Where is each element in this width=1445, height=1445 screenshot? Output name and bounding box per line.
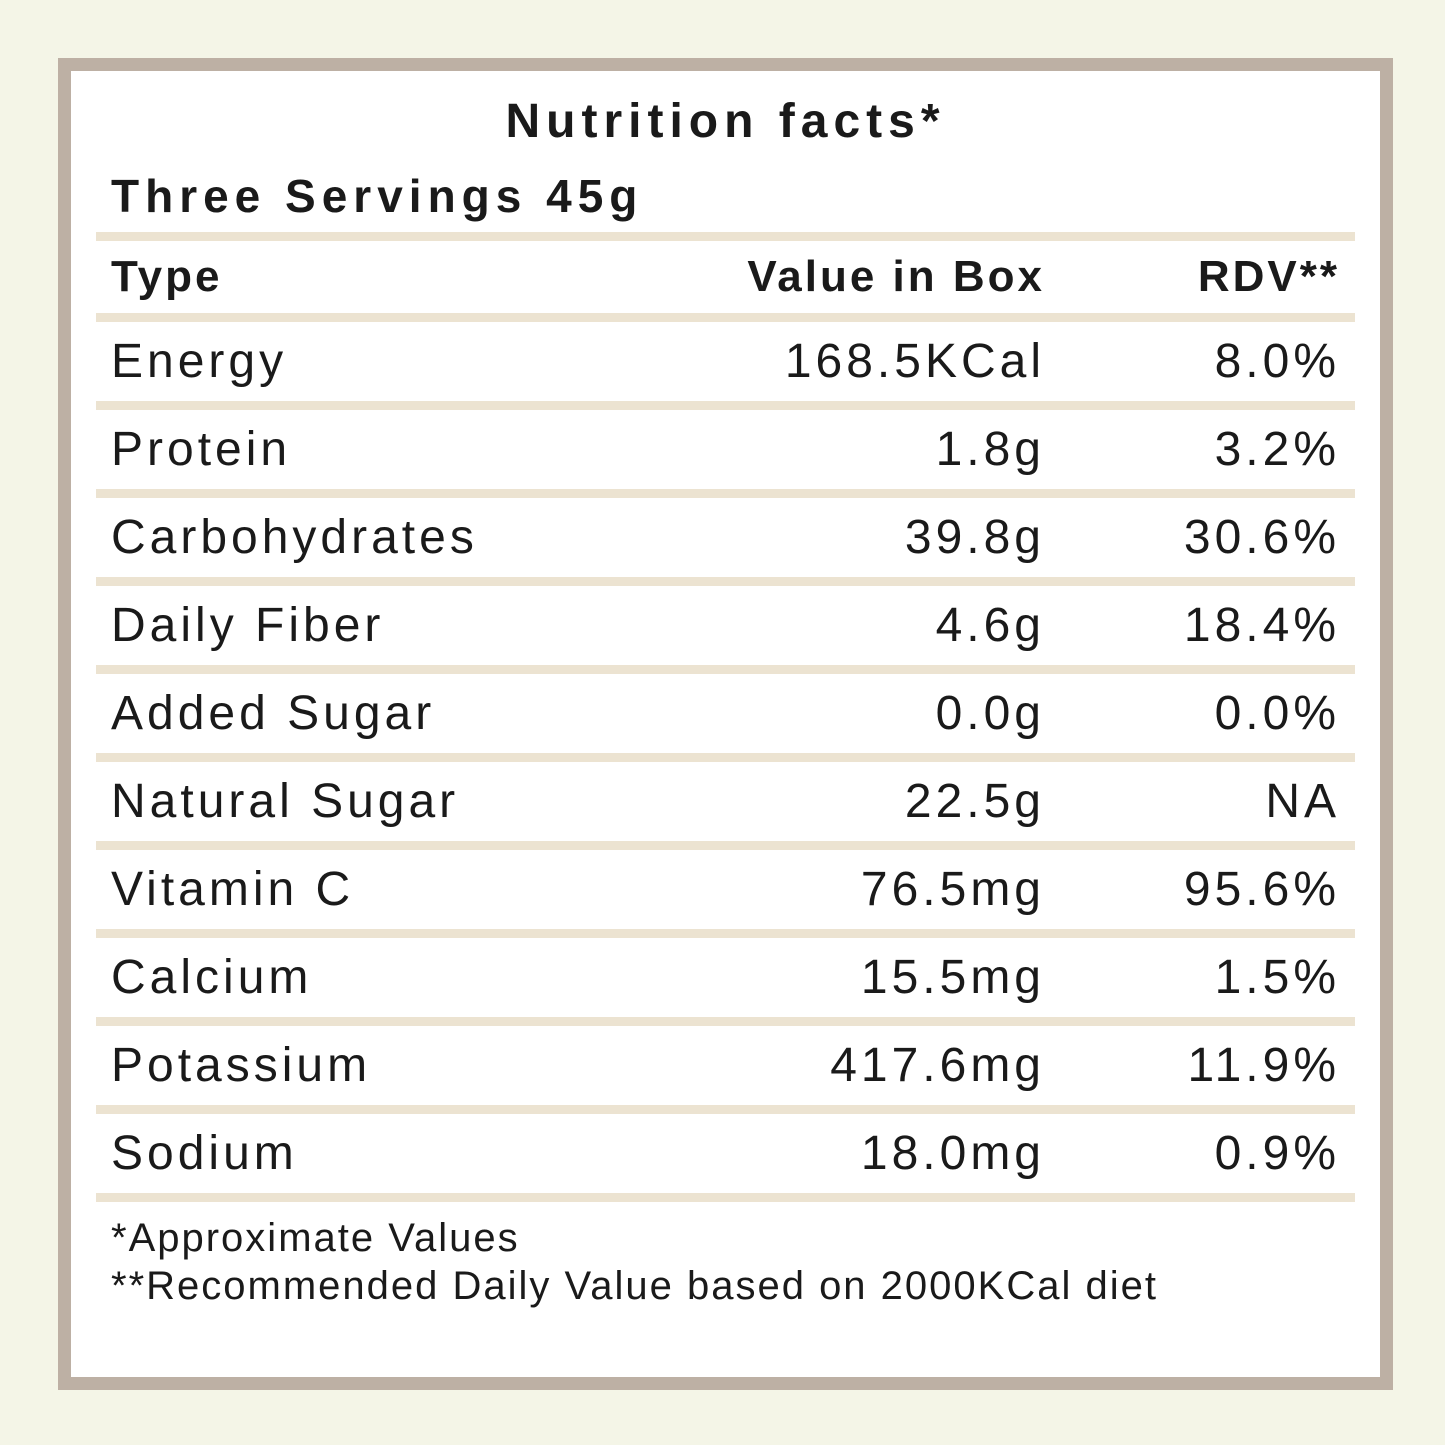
row-type-cell: Energy [111, 335, 288, 388]
table-row: Energy 168.5KCal 8.0% [96, 322, 1355, 401]
label-title: Nutrition facts* [505, 95, 946, 148]
row-value-cell: 39.8g [904, 511, 1045, 564]
table-row: Calcium 15.5mg 1.5% [96, 938, 1355, 1017]
row-value-cell: 18.0mg [860, 1127, 1045, 1180]
divider [96, 753, 1355, 762]
table-row: Protein 1.8g 3.2% [96, 410, 1355, 489]
row-value-cell: 1.8g [935, 423, 1045, 476]
divider [96, 1193, 1355, 1202]
footnote-rdv: **Recommended Daily Value based on 2000K… [111, 1264, 1158, 1308]
row-rdv-cell: 0.9% [1214, 1127, 1340, 1180]
row-rdv-cell: 11.9% [1187, 1039, 1340, 1092]
table-row: Potassium 417.6mg 11.9% [96, 1026, 1355, 1105]
table-row: Natural Sugar 22.5g NA [96, 762, 1355, 841]
divider [96, 401, 1355, 410]
column-header-value: Value in Box [747, 252, 1045, 301]
row-type-cell: Daily Fiber [111, 599, 385, 652]
row-value-cell: 0.0g [935, 687, 1045, 740]
row-type-cell: Carbohydrates [111, 511, 478, 564]
serving-size: Three Servings 45g [111, 170, 644, 222]
footnotes: *Approximate Values **Recommended Daily … [96, 1214, 1355, 1310]
nutrition-facts-card: Nutrition facts* Three Servings 45g Type… [58, 58, 1393, 1390]
row-rdv-cell: 30.6% [1183, 511, 1340, 564]
row-rdv-cell: 0.0% [1214, 687, 1340, 740]
row-value-cell: 15.5mg [860, 951, 1045, 1004]
row-rdv-cell: 18.4% [1183, 599, 1340, 652]
row-value-cell: 417.6mg [830, 1039, 1045, 1092]
row-value-cell: 22.5g [904, 775, 1045, 828]
row-value-cell: 4.6g [935, 599, 1045, 652]
row-type-cell: Sodium [111, 1127, 298, 1180]
divider [96, 489, 1355, 498]
table-header-row: Type Value in Box RDV** [96, 241, 1355, 313]
footnote-approximate: *Approximate Values [111, 1216, 520, 1260]
divider [96, 313, 1355, 322]
row-value-cell: 76.5mg [860, 863, 1045, 916]
column-header-rdv: RDV** [1197, 252, 1340, 301]
row-rdv-cell: 8.0% [1214, 335, 1340, 388]
row-type-cell: Calcium [111, 951, 313, 1004]
row-type-cell: Vitamin C [111, 863, 355, 916]
table-row: Daily Fiber 4.6g 18.4% [96, 586, 1355, 665]
table-row: Vitamin C 76.5mg 95.6% [96, 850, 1355, 929]
row-value-cell: 168.5KCal [784, 335, 1045, 388]
table-row: Added Sugar 0.0g 0.0% [96, 674, 1355, 753]
column-header-type: Type [111, 252, 223, 301]
divider [96, 577, 1355, 586]
divider [96, 1017, 1355, 1026]
row-type-cell: Natural Sugar [111, 775, 460, 828]
row-type-cell: Potassium [111, 1039, 372, 1092]
table-row: Sodium 18.0mg 0.9% [96, 1114, 1355, 1193]
row-rdv-cell: 3.2% [1214, 423, 1340, 476]
table-row: Carbohydrates 39.8g 30.6% [96, 498, 1355, 577]
row-rdv-cell: NA [1265, 775, 1340, 828]
row-type-cell: Added Sugar [111, 687, 436, 740]
divider [96, 232, 1355, 241]
row-rdv-cell: 95.6% [1183, 863, 1340, 916]
row-type-cell: Protein [111, 423, 292, 476]
divider [96, 665, 1355, 674]
divider [96, 929, 1355, 938]
divider [96, 1105, 1355, 1114]
row-rdv-cell: 1.5% [1214, 951, 1340, 1004]
divider [96, 841, 1355, 850]
